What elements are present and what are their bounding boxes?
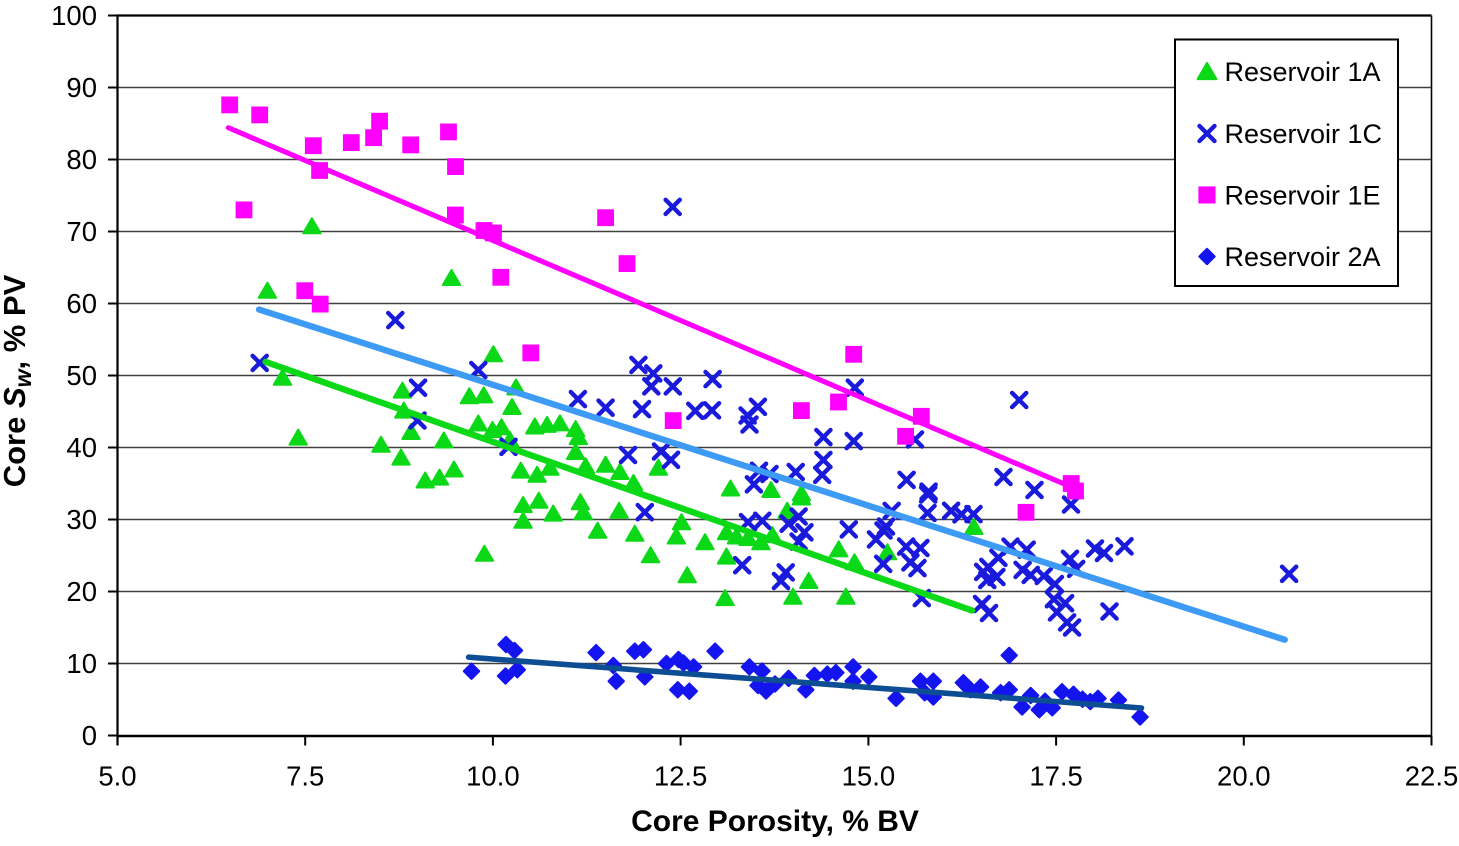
svg-text:Reservoir 2A: Reservoir 2A: [1225, 242, 1381, 272]
svg-text:70: 70: [66, 216, 97, 247]
svg-text:60: 60: [66, 288, 97, 319]
svg-text:Reservoir 1C: Reservoir 1C: [1225, 119, 1383, 149]
svg-text:30: 30: [66, 504, 97, 535]
svg-text:40: 40: [66, 432, 97, 463]
svg-text:15.0: 15.0: [842, 761, 896, 792]
svg-text:7.5: 7.5: [286, 761, 324, 792]
svg-text:90: 90: [66, 72, 97, 103]
svg-text:5.0: 5.0: [98, 761, 136, 792]
svg-text:10.0: 10.0: [466, 761, 520, 792]
svg-text:80: 80: [66, 144, 97, 175]
svg-text:17.5: 17.5: [1029, 761, 1083, 792]
svg-text:Core Porosity, % BV: Core Porosity, % BV: [631, 805, 919, 838]
svg-text:12.5: 12.5: [654, 761, 708, 792]
svg-text:50: 50: [66, 360, 97, 391]
svg-text:Reservoir 1A: Reservoir 1A: [1225, 57, 1381, 87]
svg-text:10: 10: [66, 648, 97, 679]
svg-text:20.0: 20.0: [1217, 761, 1271, 792]
svg-text:20: 20: [66, 576, 97, 607]
svg-text:Reservoir 1E: Reservoir 1E: [1225, 180, 1381, 210]
svg-text:22.5: 22.5: [1405, 761, 1459, 792]
svg-text:100: 100: [51, 0, 97, 31]
svg-text:0: 0: [82, 720, 97, 751]
